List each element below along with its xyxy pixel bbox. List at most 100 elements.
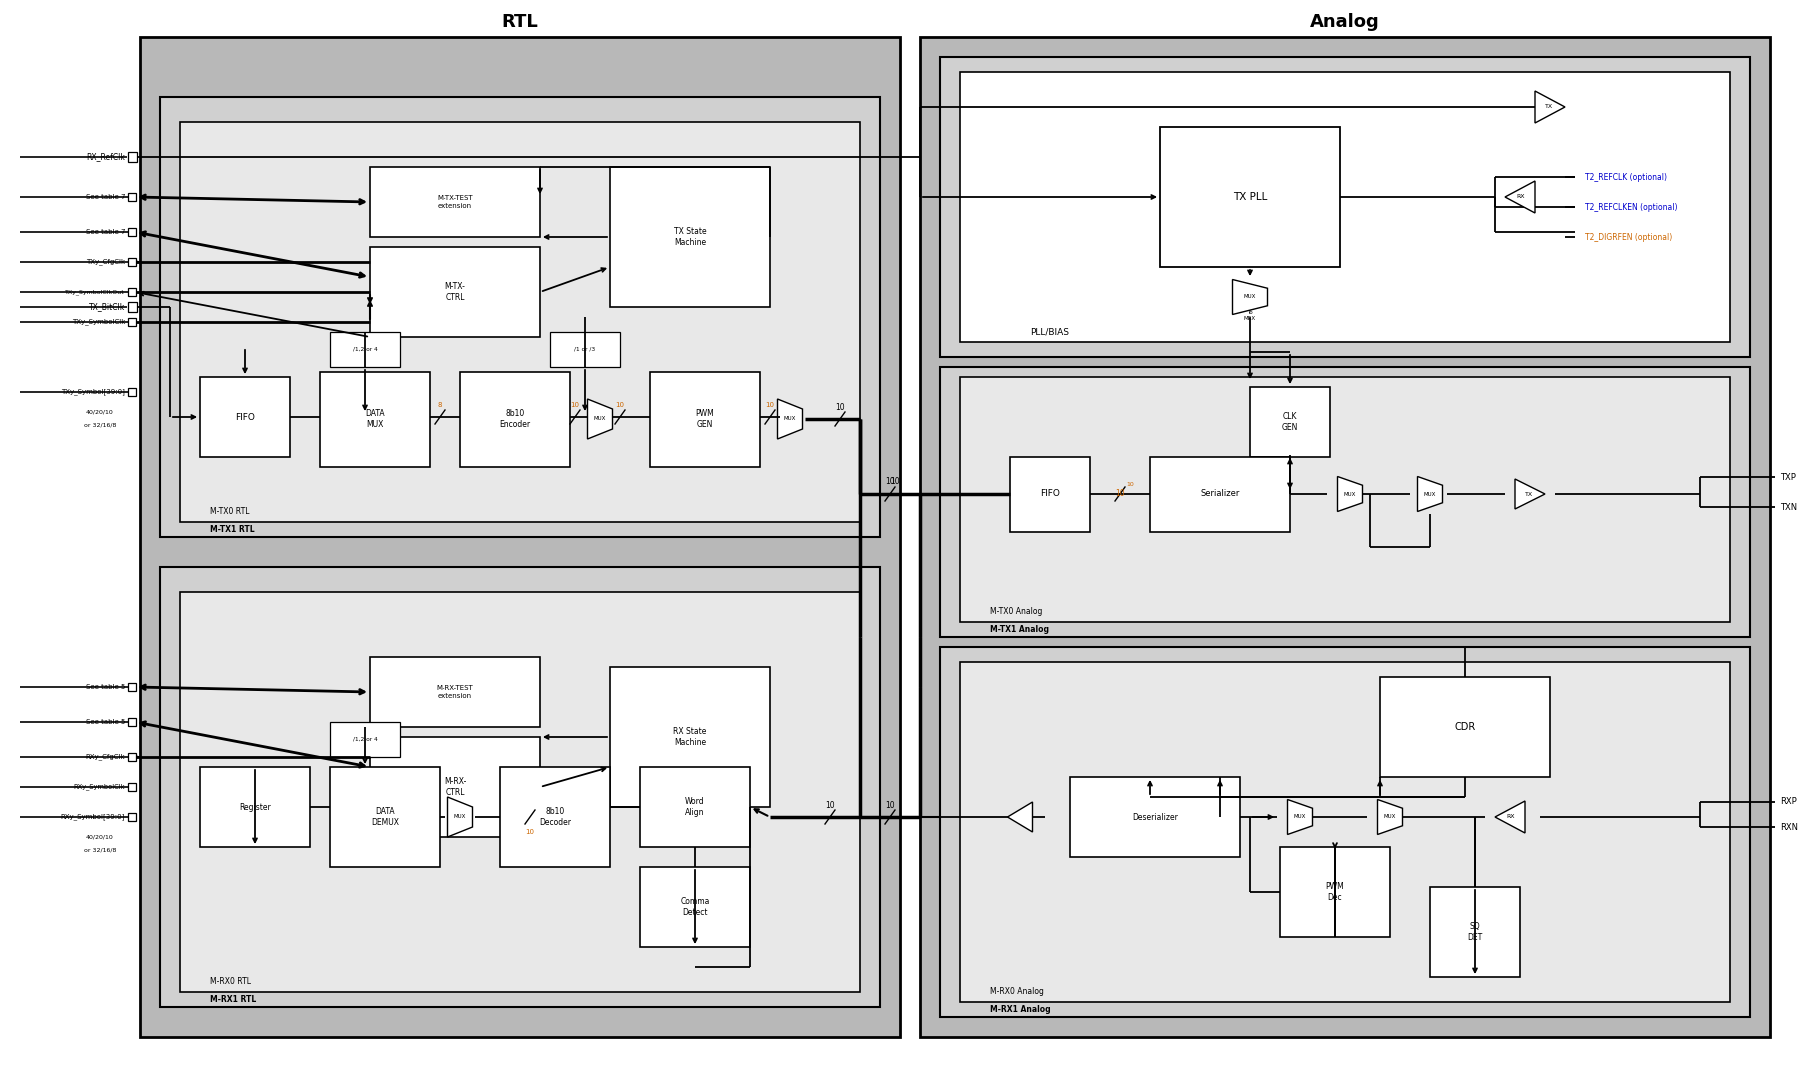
Text: /1,2 or 4: /1,2 or 4 bbox=[352, 736, 378, 742]
Text: T2_REFCLK (optional): T2_REFCLK (optional) bbox=[1584, 173, 1666, 181]
Text: 40/20/10: 40/20/10 bbox=[85, 410, 114, 414]
Text: RXy_CfgClk: RXy_CfgClk bbox=[85, 753, 125, 761]
Text: M-TX0 RTL: M-TX0 RTL bbox=[211, 508, 249, 516]
Text: 10: 10 bbox=[525, 829, 534, 835]
Bar bbox=[1159, 127, 1339, 267]
Bar bbox=[200, 377, 291, 457]
Bar bbox=[127, 228, 136, 236]
Bar bbox=[127, 288, 136, 296]
Text: TXy_SymbolClkOut: TXy_SymbolClkOut bbox=[65, 289, 125, 294]
Text: 10: 10 bbox=[825, 800, 834, 810]
Polygon shape bbox=[1495, 801, 1524, 833]
Bar bbox=[500, 767, 611, 867]
Bar bbox=[127, 813, 136, 821]
Text: TX_BitClk: TX_BitClk bbox=[89, 303, 125, 312]
Bar bbox=[1279, 847, 1390, 937]
Bar bbox=[959, 71, 1730, 343]
Text: MUX: MUX bbox=[1345, 492, 1355, 496]
Polygon shape bbox=[1504, 181, 1535, 213]
Text: TXy_SymbolClk: TXy_SymbolClk bbox=[71, 319, 125, 325]
Bar bbox=[371, 246, 540, 337]
Bar bbox=[959, 377, 1730, 622]
Text: TX: TX bbox=[1544, 105, 1554, 110]
Text: RXy_SymbolClk: RXy_SymbolClk bbox=[73, 783, 125, 791]
Text: PWM
Dec: PWM Dec bbox=[1326, 882, 1345, 902]
Text: MUX: MUX bbox=[783, 416, 796, 421]
Bar bbox=[371, 168, 540, 237]
Text: TX PLL: TX PLL bbox=[1232, 192, 1266, 202]
Bar bbox=[959, 662, 1730, 1002]
Bar bbox=[127, 388, 136, 396]
Text: M-RX-
CTRL: M-RX- CTRL bbox=[443, 777, 467, 797]
Bar bbox=[640, 767, 750, 847]
Bar bbox=[127, 683, 136, 691]
Text: 10: 10 bbox=[885, 800, 894, 810]
Text: FIFO: FIFO bbox=[234, 413, 254, 421]
Bar bbox=[127, 303, 136, 312]
Text: T2_REFCLKEN (optional): T2_REFCLKEN (optional) bbox=[1584, 203, 1677, 211]
Text: or 32/16/8: or 32/16/8 bbox=[84, 847, 116, 853]
Bar bbox=[551, 332, 620, 367]
Bar bbox=[611, 667, 770, 807]
Bar bbox=[127, 153, 136, 161]
Text: M-RX-TEST
extension: M-RX-TEST extension bbox=[436, 685, 474, 699]
Bar bbox=[180, 122, 859, 522]
Text: Analog: Analog bbox=[1310, 13, 1379, 31]
Text: CDR: CDR bbox=[1454, 722, 1475, 732]
Text: See table 5: See table 5 bbox=[85, 719, 125, 724]
Text: PWM
GEN: PWM GEN bbox=[696, 410, 714, 429]
Bar bbox=[1379, 676, 1550, 777]
Bar bbox=[1250, 387, 1330, 457]
Text: 10: 10 bbox=[890, 478, 899, 487]
Bar bbox=[611, 168, 770, 307]
Bar bbox=[127, 783, 136, 791]
Text: FIFO: FIFO bbox=[1039, 490, 1059, 498]
Text: MUX: MUX bbox=[1385, 814, 1395, 819]
Polygon shape bbox=[447, 797, 472, 837]
Polygon shape bbox=[1417, 477, 1443, 511]
Bar bbox=[127, 193, 136, 201]
Text: 10: 10 bbox=[616, 402, 625, 408]
Text: 8: 8 bbox=[438, 402, 442, 408]
Text: MUX: MUX bbox=[454, 814, 467, 819]
Bar bbox=[160, 97, 879, 537]
Text: TX: TX bbox=[1524, 492, 1534, 496]
Text: Register: Register bbox=[240, 802, 271, 812]
Text: TXy_CfgClk: TXy_CfgClk bbox=[85, 258, 125, 266]
Polygon shape bbox=[778, 399, 803, 439]
Bar bbox=[371, 657, 540, 727]
Text: TXN: TXN bbox=[1781, 503, 1797, 511]
Text: PLL/BIAS: PLL/BIAS bbox=[1030, 328, 1068, 336]
Bar bbox=[127, 258, 136, 266]
Bar bbox=[460, 372, 571, 467]
Bar bbox=[320, 372, 431, 467]
Text: RXy_Symbol[39:0]: RXy_Symbol[39:0] bbox=[60, 814, 125, 821]
Text: T2_DIGRFEN (optional): T2_DIGRFEN (optional) bbox=[1584, 233, 1672, 241]
Bar bbox=[331, 332, 400, 367]
Text: See table 7: See table 7 bbox=[85, 194, 125, 200]
Text: MUX: MUX bbox=[1425, 492, 1435, 496]
Text: RXP: RXP bbox=[1781, 797, 1797, 807]
Bar bbox=[331, 767, 440, 867]
Polygon shape bbox=[1337, 477, 1363, 511]
Text: RX: RX bbox=[1517, 194, 1524, 200]
Text: TXy_Symbol[39:0]: TXy_Symbol[39:0] bbox=[62, 388, 125, 396]
Text: RX: RX bbox=[1506, 814, 1515, 819]
Bar bbox=[140, 37, 899, 1037]
Bar bbox=[919, 37, 1770, 1037]
Text: SQ
DET: SQ DET bbox=[1468, 922, 1483, 942]
Text: M-RX1 RTL: M-RX1 RTL bbox=[211, 994, 256, 1003]
Bar bbox=[1430, 887, 1521, 977]
Text: 8b10
Encoder: 8b10 Encoder bbox=[500, 410, 531, 429]
Bar bbox=[180, 592, 859, 992]
Text: M-RX1 Analog: M-RX1 Analog bbox=[990, 1004, 1050, 1014]
Text: 40/20/10: 40/20/10 bbox=[85, 834, 114, 840]
Text: See table 7: See table 7 bbox=[85, 229, 125, 235]
Bar bbox=[127, 318, 136, 327]
Bar bbox=[371, 737, 540, 837]
Text: TX State
Machine: TX State Machine bbox=[674, 227, 707, 246]
Text: TXP: TXP bbox=[1781, 473, 1795, 481]
Text: Serializer: Serializer bbox=[1201, 490, 1239, 498]
Bar bbox=[1010, 457, 1090, 532]
Bar bbox=[160, 567, 879, 1007]
